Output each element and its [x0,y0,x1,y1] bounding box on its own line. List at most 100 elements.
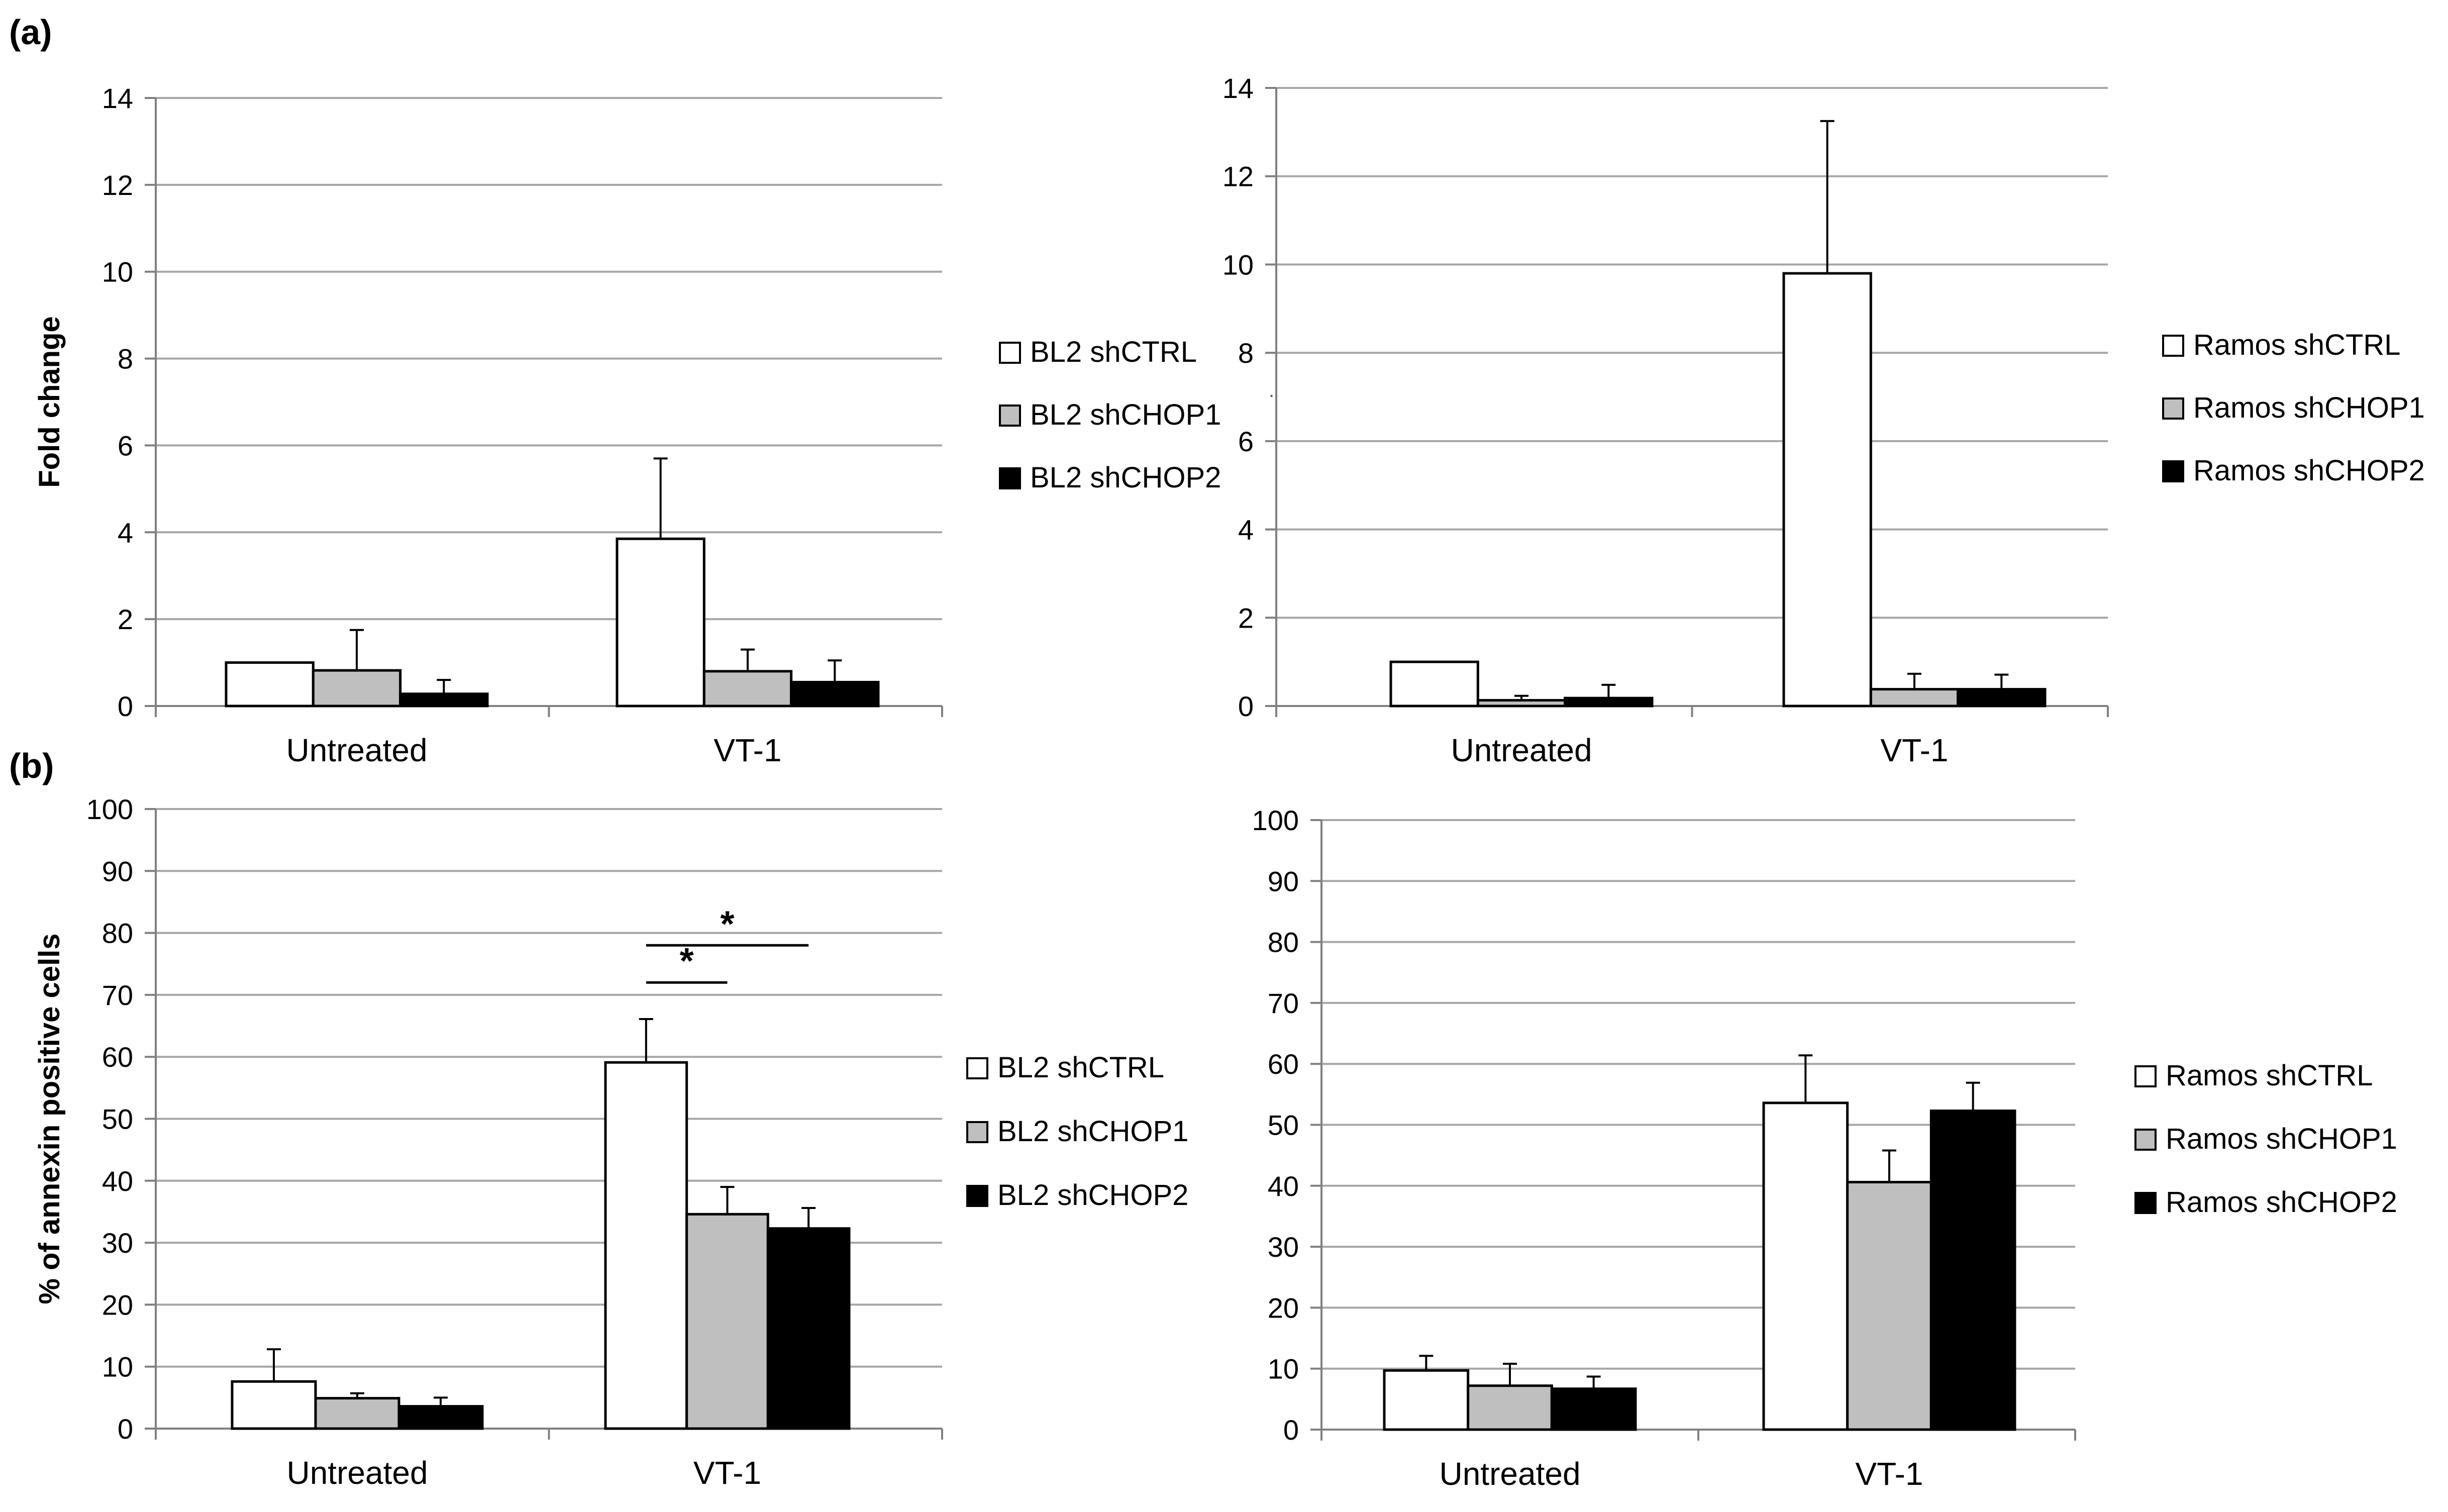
bar [1782,272,1872,708]
legend-label: BL2 shCHOP2 [1030,461,1221,494]
legend-label: BL2 shCHOP1 [1030,398,1221,431]
y-tick-label: 10 [1222,249,1254,280]
y-tick-label: 40 [102,1165,133,1197]
legend-label: BL2 shCTRL [1030,336,1197,368]
legend-label: Ramos shCTRL [2166,1059,2373,1092]
x-category-label: Untreated [1451,732,1592,768]
legend-swatch [966,1057,988,1079]
x-category-label: VT-1 [1880,732,1948,768]
legend-label: Ramos shCHOP2 [2193,454,2425,487]
legend-swatch [2134,1192,2157,1214]
bar [1846,1181,1932,1431]
bar [1389,660,1479,708]
bar [399,692,489,708]
panel-label-a: (a) [9,13,52,52]
y-tick-label: 10 [1268,1353,1299,1385]
y-tick-label: 20 [1268,1292,1299,1324]
bar [685,1213,769,1430]
y-tick-label: 2 [1238,602,1254,634]
panel-label-b: (b) [9,746,54,785]
bar [766,1227,851,1430]
x-category-label: Untreated [286,732,427,768]
y-tick-label: 14 [102,82,133,114]
x-category-label: VT-1 [693,1455,761,1491]
chart-b-left: 0 10 20 30 40 50 60 70 80 90 100 Untreated VT-1 * * BL2… [33,793,1188,1491]
x-category-label: VT-1 [1855,1456,1923,1492]
bar [1476,699,1567,708]
bar [1957,688,2047,708]
y-tick-label: 50 [102,1103,133,1135]
bar [312,669,402,708]
bar [1869,688,1960,708]
y-tick-label: 6 [118,430,133,461]
legend-label: BL2 shCHOP1 [997,1115,1188,1148]
bar [790,680,880,708]
y-tick-label: 0 [118,690,133,722]
y-tick-label: 30 [1268,1231,1299,1263]
bar [225,661,315,708]
y-tick-label: 12 [1222,161,1254,192]
bar [604,1061,688,1430]
y-tick-label: 0 [1283,1414,1299,1446]
bar [1467,1384,1553,1431]
y-tick-label: 8 [118,343,133,375]
legend-swatch [999,342,1021,364]
legend-swatch [2134,1129,2157,1151]
legend-label: Ramos shCHOP2 [2166,1186,2397,1219]
chart-a-right: 0 2 4 6 8 10 12 14 Untreated VT-1 Ramos shCTRL Ramo… [1222,72,2425,768]
legend-swatch [2162,335,2184,357]
y-tick-label: 60 [1268,1048,1299,1080]
y-tick-label: 14 [1222,72,1254,104]
y-tick-label: 20 [102,1289,133,1321]
y-tick-label: 70 [102,979,133,1011]
chart-b-right: 0 10 20 30 40 50 60 70 80 90 100 Untreated VT-1 Ramos… [1252,804,2397,1492]
y-tick-label: 4 [1238,514,1254,546]
bar [397,1405,484,1430]
legend-label: Ramos shCHOP1 [2166,1123,2397,1155]
y-tick-label: 10 [102,1351,133,1383]
significance-marker: * [680,941,694,981]
legend-swatch [2162,397,2184,420]
x-category-label: Untreated [1439,1456,1580,1492]
y-tick-label: 0 [118,1413,133,1445]
y-tick-label: 100 [1252,804,1299,836]
y-axis-label: % of annexin positive cells [33,933,66,1304]
y-tick-label: 6 [1238,426,1254,457]
legend-swatch [999,467,1021,489]
legend-swatch [966,1121,988,1143]
chart-a-left: 0 2 4 6 8 10 12 14 Untreated VT-1 BL2 shCTRL BL2 sh… [33,82,1221,768]
y-tick-label: 30 [102,1227,133,1259]
bar [1929,1110,2016,1431]
x-category-label: Untreated [286,1455,428,1491]
bar [1383,1369,1470,1431]
legend-swatch [2134,1065,2157,1087]
y-tick-label: 70 [1268,987,1299,1019]
bar [616,537,705,708]
y-tick-label: 4 [118,517,133,548]
y-axis-label: Fold change [33,316,66,488]
y-tick-label: 100 [86,793,133,825]
bar [1762,1101,1849,1431]
legend-label: BL2 shCTRL [997,1051,1164,1084]
bar [702,670,793,708]
stray-mark: . [1269,379,1274,401]
y-tick-label: 80 [102,918,133,949]
bar [231,1380,317,1430]
y-tick-label: 10 [102,256,133,288]
x-category-label: VT-1 [713,732,781,768]
legend-label: BL2 shCHOP2 [997,1179,1188,1212]
y-tick-label: 8 [1238,337,1254,369]
legend-label: Ramos shCHOP1 [2193,391,2425,424]
bar [1550,1387,1637,1431]
bar [1564,696,1654,708]
y-tick-label: 0 [1238,690,1254,722]
legend-swatch [2162,460,2184,482]
legend-swatch [966,1185,988,1207]
y-tick-label: 90 [1268,865,1299,897]
y-tick-label: 90 [102,855,133,887]
y-tick-label: 50 [1268,1110,1299,1141]
y-tick-label: 60 [102,1041,133,1073]
legend-label: Ramos shCTRL [2193,329,2401,361]
